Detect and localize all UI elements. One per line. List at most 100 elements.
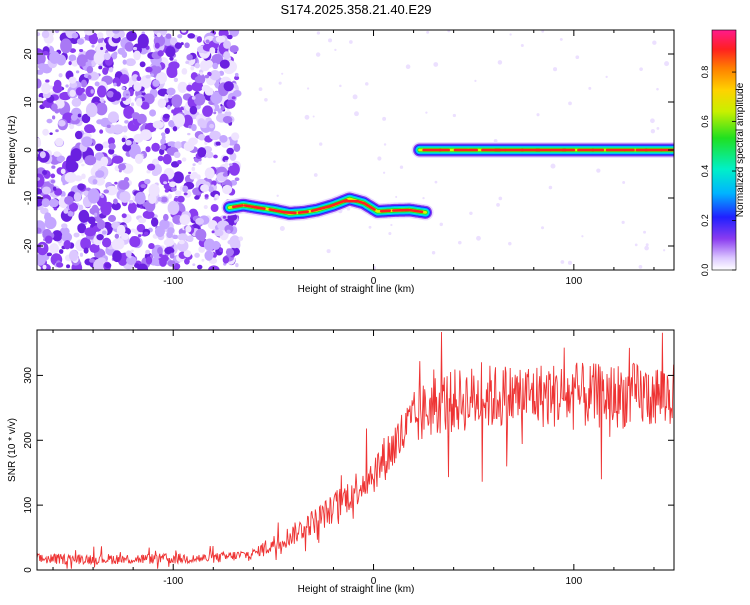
noise-blob [182,157,187,161]
noise-blob [182,185,188,192]
noise-blob [171,94,182,107]
noise-blob [58,120,66,126]
noise-blob [66,264,70,268]
noise-speck [425,112,427,114]
noise-blob [204,251,213,261]
noise-blob [172,235,178,239]
noise-blob [209,47,215,54]
noise-blob [95,143,103,151]
noise-blob [157,197,161,202]
colorbar-tick-label: 0.6 [700,115,710,128]
noise-blob [96,234,103,240]
noise-blob [144,232,148,236]
trace-peak [233,205,242,207]
noise-blob [95,82,100,87]
noise-blob [77,183,85,190]
noise-speck [369,226,372,229]
noise-speck [541,226,544,229]
noise-blob [102,67,108,75]
noise-blob [235,177,240,181]
noise-blob [149,109,156,116]
noise-blob [164,239,175,247]
noise-speck [622,221,625,224]
noise-speck [349,40,353,44]
noise-blob [198,161,202,165]
noise-blob [64,240,71,249]
y-tick-label: -10 [23,190,34,205]
noise-blob [51,103,58,111]
noise-speck [606,76,608,78]
noise-blob [34,138,41,146]
noise-blob [91,45,94,48]
noise-blob [158,98,167,108]
y-tick-label: 0 [23,567,34,573]
noise-blob [55,28,60,33]
colorbar-gradient [712,30,736,270]
noise-blob [194,196,199,200]
noise-blob [200,72,203,75]
noise-blob [78,225,82,228]
noise-blob [223,173,228,177]
noise-blob [66,160,78,173]
noise-speck [276,195,278,197]
y-tick-label: 200 [23,431,34,448]
noise-speck [259,87,263,91]
noise-blob [64,196,74,205]
noise-blob [74,192,82,202]
noise-blob [52,115,55,119]
noise-speck [551,164,556,169]
noise-blob [212,230,215,233]
noise-speck [384,143,386,145]
spectrogram-y-label: Frequency (Hz) [7,116,18,185]
chart-title: S174.2025.358.21.40.E29 [280,2,431,17]
noise-blob [226,109,229,112]
noise-blob [219,248,223,253]
noise-speck [549,186,553,190]
noise-blob [223,156,229,160]
x-tick-label: 100 [565,576,582,587]
x-tick-label: -100 [163,576,183,587]
x-tick-label: -100 [163,276,183,287]
noise-blob [103,189,109,193]
noise-blob [184,192,188,195]
noise-blob [131,228,136,232]
noise-speck [560,38,563,41]
noise-blob [146,256,152,264]
noise-speck [328,38,332,42]
noise-blob [75,131,83,140]
noise-speck [327,249,331,253]
noise-blob [180,214,191,225]
noise-blob [188,172,191,174]
noise-blob [214,198,217,201]
noise-speck [639,67,643,71]
noise-blob [223,116,233,123]
noise-blob [97,85,107,97]
noise-blob [145,146,150,152]
noise-blob [211,185,214,187]
noise-blob [197,36,202,43]
noise-blob [225,162,229,166]
noise-blob [213,155,218,159]
noise-blob [65,172,77,183]
noise-speck [400,166,403,169]
noise-blob [45,235,52,243]
noise-speck [365,82,369,86]
noise-blob [94,213,97,217]
noise-blob [69,90,76,97]
noise-speck [568,261,572,265]
noise-speck [273,160,276,163]
noise-blob [135,154,143,164]
noise-blob [197,147,206,157]
colorbar-tick-label: 0.8 [700,66,710,79]
noise-speck [388,232,391,235]
noise-blob [185,61,189,64]
noise-blob [102,230,107,234]
noise-blob [41,83,50,94]
noise-blob [191,167,195,172]
noise-speck [279,82,282,85]
noise-blob [42,31,50,39]
noise-blob [61,169,66,174]
noise-blob [34,78,42,88]
